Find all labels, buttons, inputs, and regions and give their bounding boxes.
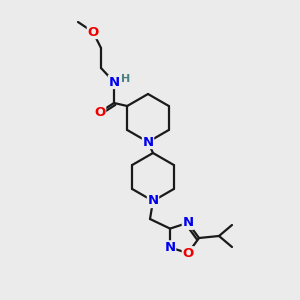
Text: O: O	[87, 26, 99, 38]
Text: N: N	[164, 241, 175, 254]
Text: N: N	[182, 216, 194, 229]
Text: N: N	[147, 194, 159, 208]
Text: O: O	[94, 106, 106, 118]
Text: H: H	[122, 74, 130, 84]
Text: N: N	[142, 136, 154, 148]
Text: O: O	[182, 247, 194, 260]
Text: N: N	[108, 76, 120, 88]
